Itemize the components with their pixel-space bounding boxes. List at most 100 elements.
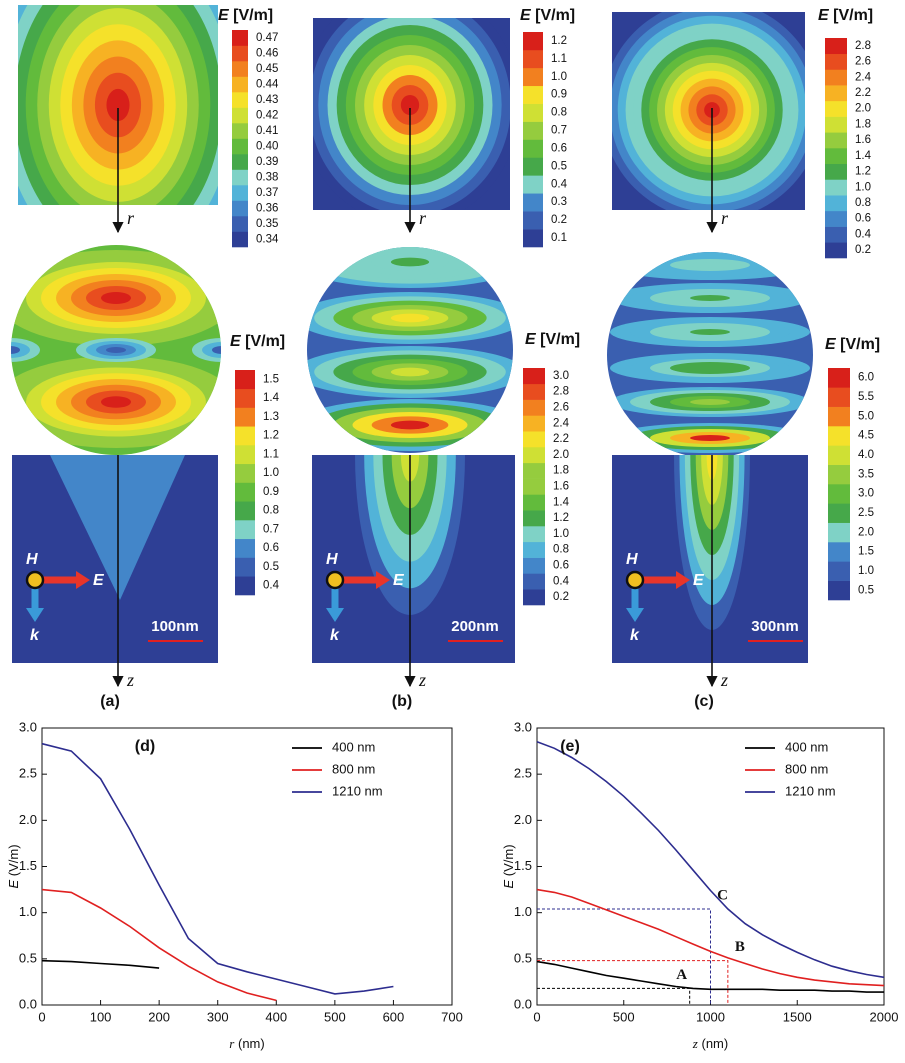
e-label: E bbox=[393, 572, 405, 589]
colorbar-band bbox=[523, 431, 545, 448]
k-label: k bbox=[630, 627, 640, 644]
h-symbol bbox=[625, 570, 645, 590]
colorbar-tick-label: 2.8 bbox=[855, 40, 871, 52]
guide-label: A bbox=[676, 967, 687, 983]
colorbar-tick-label: 0.2 bbox=[551, 214, 567, 226]
colorbar-band bbox=[825, 242, 847, 259]
colorbar-tick-label: 0.39 bbox=[256, 156, 278, 168]
colorbar-tick-label: 0.6 bbox=[855, 213, 871, 225]
panel-label: (c) bbox=[694, 693, 714, 710]
colorbar-tick-label: 1.0 bbox=[855, 181, 871, 193]
colorbar-band bbox=[825, 210, 847, 227]
x-tick-label: 400 bbox=[265, 1009, 287, 1024]
colorbar-title: E [V/m] bbox=[825, 336, 880, 353]
colorbar-band bbox=[825, 53, 847, 70]
field-contour bbox=[690, 329, 730, 335]
colorbar-tick-label: 2.4 bbox=[855, 71, 872, 83]
colorbar-tick-label: 2.0 bbox=[553, 449, 569, 461]
colorbar-band bbox=[825, 179, 847, 196]
colorbar-band bbox=[825, 226, 847, 243]
field-contour bbox=[202, 342, 221, 358]
colorbar-tick-label: 1.1 bbox=[263, 448, 279, 460]
colorbar-band bbox=[523, 157, 543, 176]
colorbar-tick-label: 3.0 bbox=[553, 370, 569, 382]
colorbar-symbol: E bbox=[525, 331, 537, 348]
colorbar-tick-label: 0.43 bbox=[256, 94, 278, 106]
colorbar-tick-label: 2.8 bbox=[553, 386, 569, 398]
panel-label: (b) bbox=[392, 693, 412, 710]
colorbar-tick-label: 1.1 bbox=[551, 53, 567, 65]
colorbar-band bbox=[523, 368, 545, 385]
axis-r-label: r bbox=[721, 208, 729, 228]
colorbar-band bbox=[232, 76, 248, 93]
axis-r-label: r bbox=[419, 208, 427, 228]
colorbar-band bbox=[828, 387, 850, 407]
y-tick-label: 2.5 bbox=[19, 766, 37, 781]
sphere-map bbox=[607, 252, 813, 458]
colorbar-title: E [V/m] bbox=[818, 7, 873, 24]
colorbar-band bbox=[235, 538, 255, 558]
field-map bbox=[18, 5, 218, 205]
colorbar-band bbox=[828, 561, 850, 581]
colorbar-band bbox=[523, 462, 545, 479]
colorbar-band bbox=[232, 123, 248, 139]
panel-label: (a) bbox=[100, 693, 120, 710]
e-label: E bbox=[93, 572, 105, 589]
colorbar-band bbox=[235, 463, 255, 483]
colorbar-tick-label: 0.37 bbox=[256, 187, 278, 199]
colorbar-tick-label: 0.6 bbox=[551, 142, 567, 154]
colorbar-tick-label: 0.4 bbox=[551, 178, 568, 190]
colorbar-band bbox=[523, 193, 543, 212]
field-contour bbox=[690, 365, 730, 371]
scale-bar-label: 200nm bbox=[451, 618, 499, 635]
colorbar-tick-label: 0.36 bbox=[256, 202, 278, 214]
x-tick-label: 0 bbox=[38, 1009, 45, 1024]
colorbar-band bbox=[828, 484, 850, 504]
h-label: H bbox=[26, 551, 38, 568]
colorbar-band bbox=[523, 121, 543, 140]
field-contour bbox=[11, 346, 20, 354]
colorbar-tick-label: 0.8 bbox=[551, 107, 567, 119]
colorbar-band bbox=[232, 216, 248, 232]
y-tick-label: 2.5 bbox=[514, 766, 532, 781]
colorbar-tick-label: 0.4 bbox=[855, 228, 872, 240]
colorbar-band bbox=[825, 69, 847, 86]
series-line bbox=[41, 888, 277, 1002]
colorbar-unit: [V/m] bbox=[833, 7, 873, 24]
guide-label: C bbox=[717, 887, 728, 903]
x-axis-symbol: z bbox=[692, 1036, 698, 1051]
colorbar-tick-label: 0.8 bbox=[855, 197, 871, 209]
series-line bbox=[536, 888, 885, 987]
colorbar-symbol: E bbox=[825, 336, 837, 353]
colorbar-band bbox=[232, 200, 248, 217]
axis-r-label: r bbox=[127, 208, 135, 228]
x-tick-label: 0 bbox=[533, 1009, 540, 1024]
series-line bbox=[536, 741, 885, 979]
y-axis-unit: (V/m) bbox=[6, 844, 21, 876]
colorbar-band bbox=[523, 32, 543, 51]
h-label: H bbox=[326, 551, 338, 568]
colorbar-tick-label: 1.2 bbox=[855, 166, 871, 178]
legend-label: 1210 nm bbox=[785, 783, 836, 798]
y-tick-label: 2.0 bbox=[514, 812, 532, 827]
colorbar-band bbox=[232, 45, 248, 62]
sphere-map bbox=[11, 245, 221, 455]
y-tick-label: 0.5 bbox=[19, 950, 37, 965]
y-axis-unit: (V/m) bbox=[501, 844, 516, 876]
e-label: E bbox=[693, 572, 705, 589]
field-contour bbox=[212, 346, 221, 354]
field-contour bbox=[390, 367, 430, 377]
colorbar-band bbox=[825, 100, 847, 117]
colorbar-title: E [V/m] bbox=[525, 331, 580, 348]
e-arrow-head bbox=[376, 571, 390, 589]
colorbar-tick-label: 0.6 bbox=[263, 542, 279, 554]
colorbar-tick-label: 0.1 bbox=[551, 232, 567, 244]
y-axis-label: E (V/m) bbox=[501, 844, 516, 888]
field-contour bbox=[390, 313, 430, 323]
colorbar-band bbox=[232, 61, 248, 77]
y-tick-label: 3.0 bbox=[19, 719, 37, 734]
colorbar-symbol: E bbox=[218, 7, 230, 24]
x-axis-unit: (nm) bbox=[238, 1036, 265, 1051]
colorbar-tick-label: 0.4 bbox=[553, 575, 570, 587]
y-tick-label: 3.0 bbox=[514, 719, 532, 734]
